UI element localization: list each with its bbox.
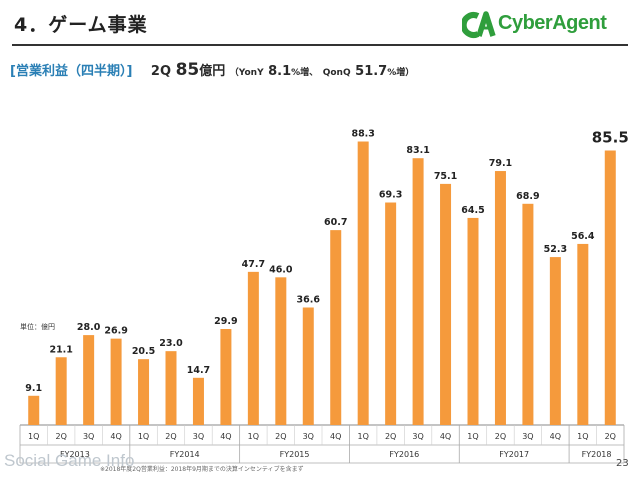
bar-FY2013-3Q <box>83 335 95 425</box>
value-label-FY2017-2Q: 79.1 <box>489 158 512 169</box>
bar-FY2016-4Q <box>440 183 452 425</box>
value-label-FY2014-3Q: 14.7 <box>187 365 210 376</box>
tick-label-FY2017-2Q: 2Q <box>495 432 506 441</box>
value-label-FY2015-3Q: 36.6 <box>297 294 321 305</box>
group-label-FY2014: FY2014 <box>170 450 200 459</box>
tick-label-FY2017-1Q: 1Q <box>467 432 478 441</box>
bar-FY2014-4Q <box>220 329 232 425</box>
page-title: 4．ゲーム事業 <box>14 14 148 36</box>
bar-FY2017-4Q <box>549 257 561 425</box>
value-label-FY2018-2Q: 85.5 <box>592 129 629 147</box>
quarter-label: 2Q <box>150 64 172 79</box>
chart-subtitle: [営業利益（四半期）] 2Q 85億円 （YonY 8.1%増、 QonQ 51… <box>10 60 414 80</box>
bar-FY2017-3Q <box>522 203 534 425</box>
value-label-FY2016-4Q: 75.1 <box>434 171 457 182</box>
tick-label-FY2015-1Q: 1Q <box>248 432 259 441</box>
group-label-FY2013: FY2013 <box>60 450 90 459</box>
tick-label-FY2015-2Q: 2Q <box>275 432 286 441</box>
value-label-FY2013-4Q: 26.9 <box>104 326 127 337</box>
tick-label-FY2014-2Q: 2Q <box>165 432 176 441</box>
tick-label-FY2016-3Q: 3Q <box>412 432 423 441</box>
tick-label-FY2013-2Q: 2Q <box>55 432 66 441</box>
value-label-FY2014-2Q: 23.0 <box>159 338 183 349</box>
bar-FY2015-4Q <box>330 230 342 425</box>
value-label-FY2014-1Q: 20.5 <box>132 346 155 357</box>
qoq-prefix: QonQ <box>322 68 351 78</box>
tick-label-FY2016-2Q: 2Q <box>385 432 396 441</box>
group-label-FY2015: FY2015 <box>280 450 310 459</box>
bar-FY2014-3Q <box>192 377 204 425</box>
tick-label-FY2017-4Q: 4Q <box>550 432 561 441</box>
value-label-FY2016-3Q: 83.1 <box>406 145 429 156</box>
qoq-suffix: %増） <box>387 68 415 78</box>
tick-label-FY2016-1Q: 1Q <box>357 432 368 441</box>
tick-label-FY2015-3Q: 3Q <box>303 432 314 441</box>
qoq-value: 51.7 <box>355 64 388 79</box>
title-divider <box>12 44 628 46</box>
yoy-value: 8.1 <box>268 64 292 79</box>
group-label-FY2017: FY2017 <box>499 450 529 459</box>
tick-label-FY2013-3Q: 3Q <box>83 432 94 441</box>
value-label-FY2013-2Q: 21.1 <box>49 344 72 355</box>
value-label-FY2014-4Q: 29.9 <box>214 316 237 327</box>
value-label-FY2015-1Q: 47.7 <box>242 259 265 270</box>
tick-label-FY2014-3Q: 3Q <box>193 432 204 441</box>
value-label-FY2017-4Q: 52.3 <box>544 244 567 255</box>
bar-FY2013-4Q <box>110 338 122 425</box>
yoy-prefix: （YonY <box>229 68 264 78</box>
logo-wordmark: CyberAgent <box>498 12 607 34</box>
group-label-FY2018: FY2018 <box>582 450 612 459</box>
bar-FY2014-2Q <box>165 351 177 425</box>
tick-label-FY2013-1Q: 1Q <box>28 432 39 441</box>
tick-label-FY2018-2Q: 2Q <box>605 432 616 441</box>
bar-FY2013-2Q <box>55 357 67 425</box>
bar-FY2018-2Q <box>604 150 616 425</box>
unit-label: 単位：億円 <box>20 323 55 331</box>
bar-FY2014-1Q <box>138 359 150 425</box>
company-logo: CyberAgent <box>460 10 632 40</box>
value-label-FY2017-3Q: 68.9 <box>516 191 539 202</box>
bar-FY2015-1Q <box>247 271 259 425</box>
value-label-FY2013-3Q: 28.0 <box>77 322 101 333</box>
bar-FY2015-2Q <box>275 277 287 425</box>
value-label-FY2017-1Q: 64.5 <box>461 205 484 216</box>
bar-FY2017-2Q <box>494 171 506 425</box>
tick-label-FY2018-1Q: 1Q <box>577 432 588 441</box>
bar-FY2016-3Q <box>412 158 424 425</box>
bar-FY2015-3Q <box>302 307 314 425</box>
watermark: Social Game Info <box>4 451 135 470</box>
tick-label-FY2017-3Q: 3Q <box>522 432 533 441</box>
bar-FY2016-1Q <box>357 141 369 425</box>
value-label-FY2013-1Q: 9.1 <box>25 383 42 394</box>
page-number: 23 <box>616 458 629 469</box>
value-label-FY2018-1Q: 56.4 <box>571 231 595 242</box>
bar-FY2016-2Q <box>385 202 397 425</box>
tick-label-FY2015-4Q: 4Q <box>330 432 341 441</box>
bar-FY2017-1Q <box>467 217 479 425</box>
value-label-FY2016-1Q: 88.3 <box>351 129 374 140</box>
value-label-FY2015-2Q: 46.0 <box>269 264 293 275</box>
tick-label-FY2014-1Q: 1Q <box>138 432 149 441</box>
yoy-suffix: %増、 <box>291 68 319 78</box>
bar-FY2018-1Q <box>577 243 589 425</box>
headline-unit: 億円 <box>199 64 226 79</box>
value-label-FY2016-2Q: 69.3 <box>379 190 402 201</box>
headline-value: 85 <box>175 60 200 80</box>
footnote: ※2018年度2Q営業利益：2018年9月期までの決算インセンティブを含まず <box>100 466 304 473</box>
tick-label-FY2013-4Q: 4Q <box>110 432 121 441</box>
group-label-FY2016: FY2016 <box>389 450 419 459</box>
metric-label: [営業利益（四半期）] <box>10 64 133 79</box>
tick-label-FY2014-4Q: 4Q <box>220 432 231 441</box>
bar-FY2013-1Q <box>28 395 40 425</box>
value-label-FY2015-4Q: 60.7 <box>324 217 347 228</box>
cyberagent-ca-logo-icon <box>460 11 496 38</box>
tick-label-FY2016-4Q: 4Q <box>440 432 451 441</box>
